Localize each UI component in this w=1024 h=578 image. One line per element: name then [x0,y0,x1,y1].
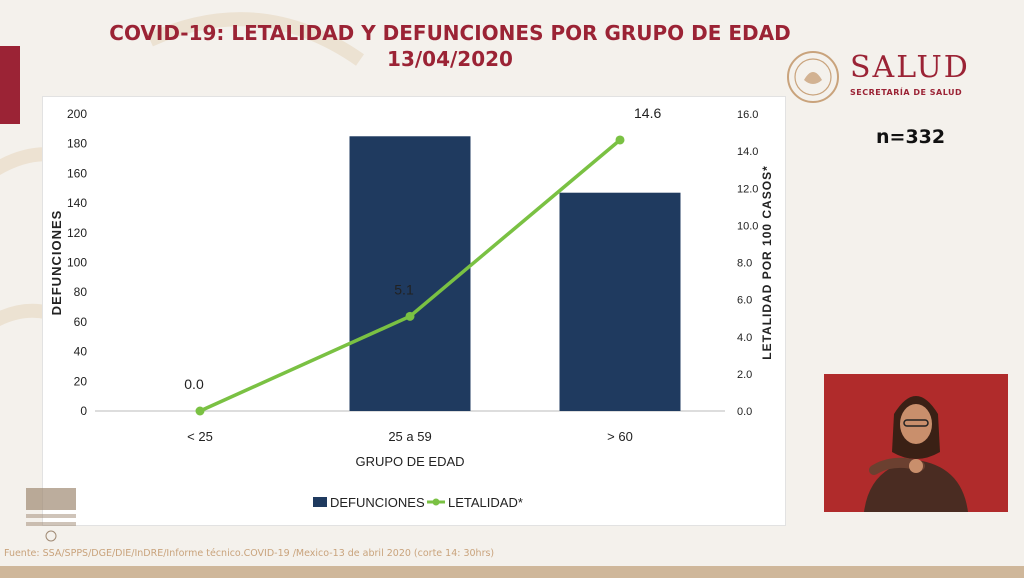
y-tick-label: 160 [67,166,87,180]
y-tick-label: 180 [67,137,87,151]
x-tick-label: < 25 [187,429,213,444]
letalidad-point-2 [405,311,415,321]
y-tick-label: 40 [74,345,88,359]
y2-tick-label: 2.0 [737,369,752,381]
letalidad-point-1 [195,406,205,416]
x-tick-label: 25 a 59 [388,429,431,444]
y-tick-label: 120 [67,226,87,240]
title-line-1: COVID-19: LETALIDAD Y DEFUNCIONES POR GR… [109,21,791,45]
combo-chart: 0 20 40 60 80 100 120 140 160 180 200 0.0 2.0 4.0 6.0 8… [49,105,774,510]
salud-logo: SALUD SECRETARÍA DE SALUD [786,50,1006,106]
y-tick-label: 60 [74,315,88,329]
y-tick-label: 200 [67,107,87,121]
y2-axis-title: LETALIDAD POR 100 CASOS* [760,165,774,359]
y-tick-label: 100 [67,256,87,270]
bar-3 [559,192,681,411]
seal-icon [787,51,839,103]
y2-tick-label: 14.0 [737,146,758,158]
sample-size: n=332 [876,126,946,148]
chart-panel: 0 20 40 60 80 100 120 140 160 180 200 0.0 2.0 4.0 6.0 8… [42,96,786,526]
y2-tick-label: 8.0 [737,258,752,270]
government-logo [26,488,76,542]
y-tick-label: 80 [74,285,88,299]
y2-tick-label: 10.0 [737,220,758,232]
sign-language-interpreter [824,374,1008,512]
legend-swatch-bar [313,497,327,507]
legend-label-defunciones: DEFUNCIONES [330,495,425,510]
bottom-strip [0,566,1024,578]
legend-swatch-marker [432,498,440,506]
source-footnote: Fuente: SSA/SPPS/DGE/DIE/InDRE/Informe t… [4,548,495,559]
page-title: COVID-19: LETALIDAD Y DEFUNCIONES POR GR… [40,20,860,72]
y2-tick-label: 4.0 [737,332,752,344]
title-line-2: 13/04/2020 [387,47,513,71]
accent-bar [0,46,20,124]
y-tick-label: 0 [80,404,87,418]
legend-label-letalidad: LETALIDAD* [448,495,523,510]
letalidad-data-label: 5.1 [394,281,414,297]
y2-tick-label: 6.0 [737,295,752,307]
bar-2 [349,136,471,411]
salud-subtitle: SECRETARÍA DE SALUD [850,88,963,97]
y-tick-label: 20 [74,374,88,388]
x-tick-label: > 60 [607,429,633,444]
letalidad-data-label: 0.0 [184,376,204,392]
letalidad-data-label: 14.6 [634,105,661,121]
y2-tick-label: 0.0 [737,406,752,418]
y-tick-label: 140 [67,196,87,210]
salud-wordmark: SALUD [850,50,970,85]
y2-tick-label: 16.0 [737,109,758,121]
interpreter-image [824,374,1008,512]
x-axis-title: GRUPO DE EDAD [355,454,464,469]
letalidad-point-3 [615,135,625,145]
y-axis-title: DEFUNCIONES [49,210,64,316]
y2-tick-label: 12.0 [737,183,758,195]
